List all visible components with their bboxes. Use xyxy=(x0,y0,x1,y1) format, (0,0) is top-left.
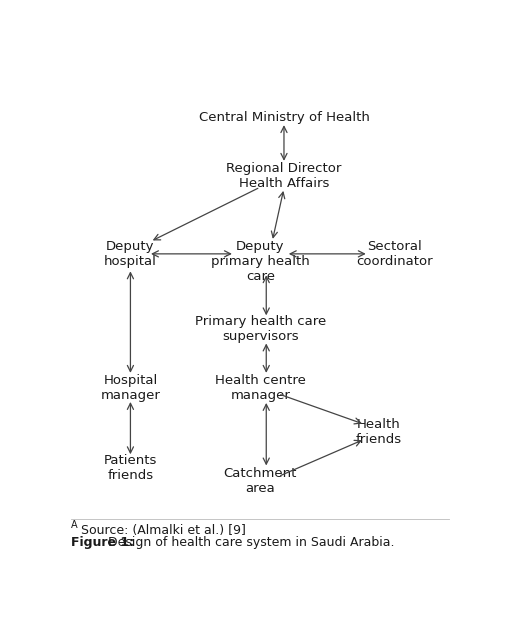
Text: Deputy
hospital: Deputy hospital xyxy=(104,240,157,268)
Text: Patients
friends: Patients friends xyxy=(104,454,157,482)
Text: Regional Director
Health Affairs: Regional Director Health Affairs xyxy=(226,162,342,190)
Text: Primary health care
supervisors: Primary health care supervisors xyxy=(195,315,326,344)
Text: A: A xyxy=(71,520,78,530)
Text: Health centre
manager: Health centre manager xyxy=(215,374,306,402)
Text: Deputy
primary health
care: Deputy primary health care xyxy=(211,240,310,283)
Text: Health
friends: Health friends xyxy=(356,418,401,446)
Text: Catchment
area: Catchment area xyxy=(224,468,297,496)
Text: Source: (Almalki et al.) [9]: Source: (Almalki et al.) [9] xyxy=(81,523,246,537)
Text: Central Ministry of Health: Central Ministry of Health xyxy=(199,111,369,124)
Text: Figure 1:: Figure 1: xyxy=(71,536,139,549)
Text: Sectoral
coordinator: Sectoral coordinator xyxy=(356,240,432,268)
Text: Hospital
manager: Hospital manager xyxy=(101,374,161,402)
Text: Design of health care system in Saudi Arabia.: Design of health care system in Saudi Ar… xyxy=(108,536,394,549)
